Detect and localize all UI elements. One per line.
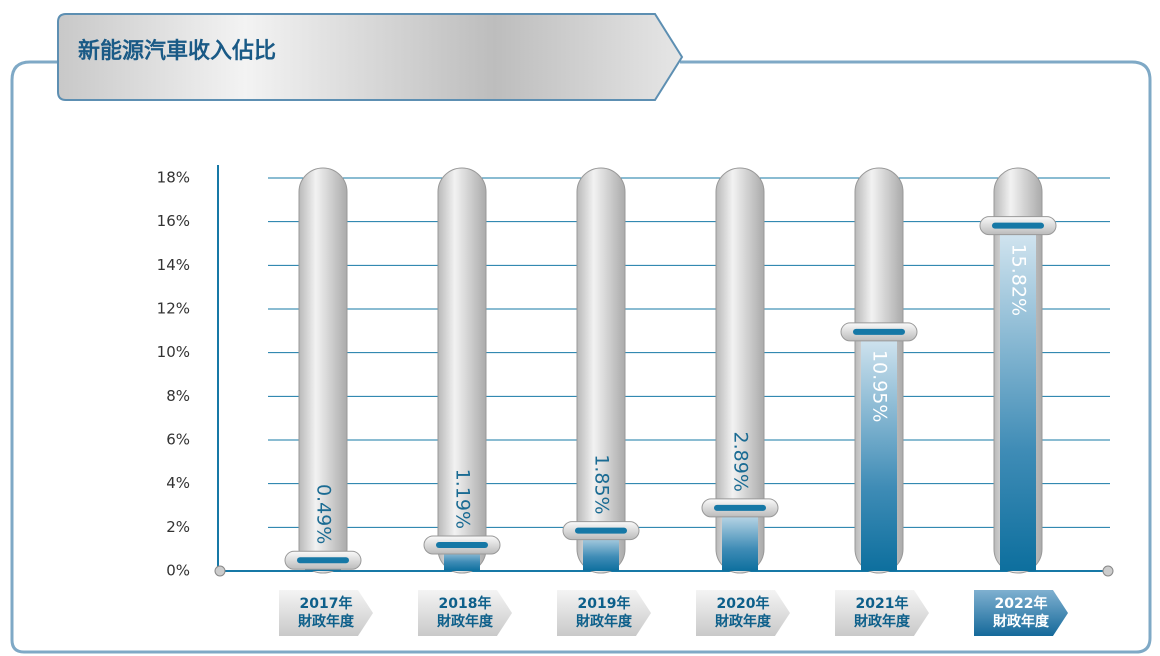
x-tick-label: 2021年 財政年度 [835, 590, 929, 636]
chart-title: 新能源汽車收入佔比 [78, 38, 276, 64]
value-label: 0.49% [313, 484, 335, 544]
x-tick-label: 2019年 財政年度 [557, 590, 651, 636]
slider-line [714, 504, 766, 511]
slider-line [575, 527, 627, 534]
y-tick-label: 16% [157, 212, 190, 230]
value-label: 15.82% [1008, 244, 1030, 316]
y-tick-label: 4% [166, 474, 190, 492]
tube [715, 167, 765, 574]
slider-line [297, 557, 349, 564]
bar [722, 507, 758, 571]
frame [10, 60, 1152, 654]
tube [298, 167, 348, 574]
value-label: 2.89% [730, 432, 752, 492]
y-tick-label: 6% [166, 431, 190, 449]
value-label: 10.95% [869, 350, 891, 422]
x-tick-label: 2018年 財政年度 [418, 590, 512, 636]
bar [1000, 225, 1036, 571]
slider-line [853, 328, 905, 335]
y-tick-label: 18% [157, 169, 190, 187]
bar [861, 331, 897, 571]
x-tick-label: 2020年 財政年度 [696, 590, 790, 636]
y-tick-label: 8% [166, 387, 190, 405]
value-label: 1.19% [452, 469, 474, 529]
x-tick-label: 2017年 財政年度 [279, 590, 373, 636]
axis-knob [1102, 565, 1114, 577]
slider-line [436, 542, 488, 549]
y-tick-label: 0% [166, 562, 190, 580]
x-tick-label: 2022年 財政年度 [974, 590, 1068, 636]
title-tab [57, 13, 684, 101]
tube [437, 167, 487, 574]
y-tick-label: 2% [166, 518, 190, 536]
y-tick-label: 10% [157, 343, 190, 361]
axis-knob [214, 565, 226, 577]
value-label: 1.85% [591, 454, 613, 514]
y-tick-label: 12% [157, 300, 190, 318]
slider-line [992, 222, 1044, 229]
y-tick-label: 14% [157, 256, 190, 274]
tube [576, 167, 626, 574]
